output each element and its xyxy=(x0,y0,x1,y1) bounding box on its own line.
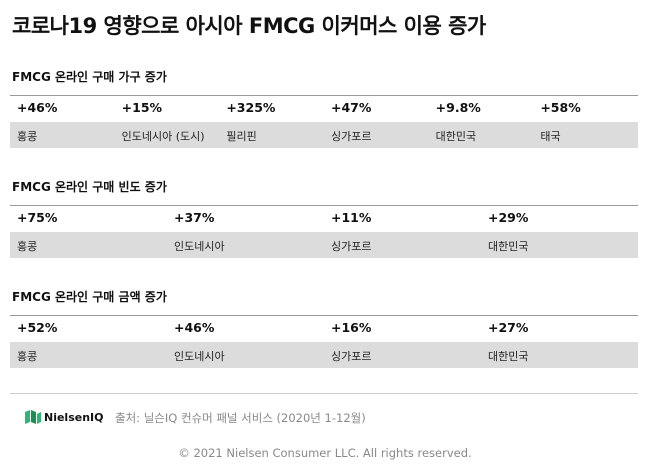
country-label: 싱가포르 xyxy=(331,240,372,253)
section-heading: FMCG 온라인 구매 빈도 증가 xyxy=(12,180,167,194)
growth-value: +37% xyxy=(174,210,215,225)
country-label: 대한민국 xyxy=(435,130,477,143)
label-band xyxy=(10,122,638,148)
growth-value: +11% xyxy=(331,210,372,225)
title: 코로나19 영향으로 아시아 FMCG 이커머스 이용 증가 xyxy=(12,14,486,38)
section-rule xyxy=(10,205,638,206)
copyright: © 2021 Nielsen Consumer LLC. All rights … xyxy=(178,446,472,460)
country-label: 싱가포르 xyxy=(331,130,372,143)
growth-value: +46% xyxy=(17,100,58,115)
growth-value: +16% xyxy=(331,320,372,335)
country-label: 홍콩 xyxy=(17,240,38,253)
country-label: 인도네시아 xyxy=(174,350,225,363)
growth-value: +75% xyxy=(17,210,58,225)
section-heading: FMCG 온라인 구매 금액 증가 xyxy=(12,290,167,304)
divider xyxy=(10,393,638,394)
logo: NielsenIQ xyxy=(24,409,104,425)
country-label: 홍콩 xyxy=(17,130,38,143)
growth-value: +27% xyxy=(488,320,529,335)
section-rule xyxy=(10,95,638,96)
section-heading: FMCG 온라인 구매 가구 증가 xyxy=(12,70,167,84)
country-label: 인도네시아 (도시) xyxy=(121,130,205,143)
growth-value: +47% xyxy=(331,100,372,115)
label-band xyxy=(10,232,638,258)
country-label: 대한민국 xyxy=(488,240,529,253)
logo-mark xyxy=(25,410,41,424)
label-band xyxy=(10,342,638,368)
country-label: 싱가포르 xyxy=(331,350,372,363)
growth-value: +46% xyxy=(174,320,215,335)
country-label: 필리핀 xyxy=(226,130,257,143)
growth-value: +58% xyxy=(540,100,581,115)
growth-value: +325% xyxy=(226,100,276,115)
country-label: 홍콩 xyxy=(17,350,38,363)
growth-value: +52% xyxy=(17,320,58,335)
logo-text: NielsenIQ xyxy=(44,410,104,424)
section-rule xyxy=(10,315,638,316)
country-label: 인도네시아 xyxy=(174,240,225,253)
country-label: 태국 xyxy=(540,130,561,143)
growth-value: +9.8% xyxy=(435,100,481,115)
growth-value: +15% xyxy=(121,100,163,115)
source: 출처: 닐슨IQ 컨슈머 패널 서비스 (2020년 1-12월) xyxy=(115,411,366,425)
country-label: 대한민국 xyxy=(488,350,529,363)
growth-value: +29% xyxy=(488,210,529,225)
